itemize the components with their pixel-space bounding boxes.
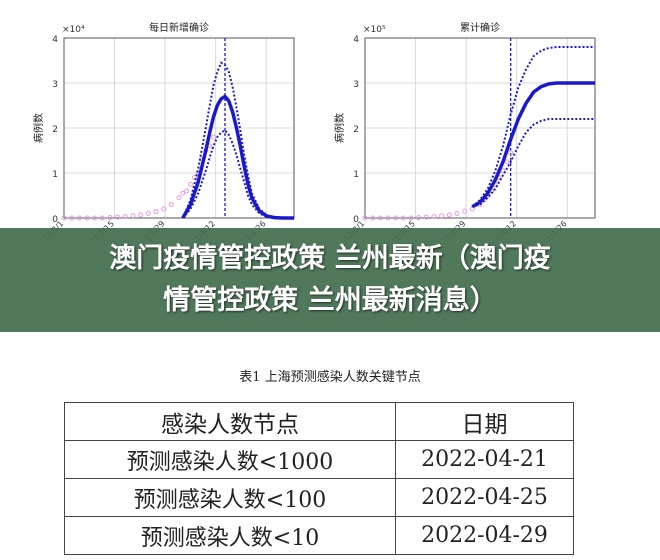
- lower-series-line: [472, 118, 595, 208]
- observed-point: [161, 206, 167, 212]
- y-exponent-label: ×10⁴: [62, 25, 85, 35]
- observed-point: [462, 208, 468, 214]
- observed-point: [92, 215, 98, 221]
- observed-point: [122, 214, 128, 220]
- key-dates-table: 感染人数节点 日期 预测感染人数<1000 2022-04-21 预测感染人数<…: [64, 402, 574, 555]
- observed-point: [454, 211, 460, 216]
- date-cell: 2022-04-25: [395, 478, 574, 517]
- table-header-row: 感染人数节点 日期: [64, 402, 574, 441]
- observed-point: [184, 188, 190, 194]
- observed-point: [370, 215, 376, 221]
- observed-point: [431, 214, 437, 220]
- observed-point: [385, 215, 391, 221]
- y-tick-label: 2: [353, 125, 359, 135]
- charts-area: 0123422/3/122/3/1522/3/2922/4/1222/4/26每…: [32, 21, 596, 240]
- observed-point: [377, 215, 383, 221]
- threshold-cell: 预测感染人数<100: [64, 478, 396, 517]
- header-date: 日期: [395, 402, 574, 441]
- observed-point: [69, 215, 75, 221]
- observed-point: [393, 215, 399, 221]
- plot-frame: [63, 37, 295, 219]
- y-tick-label: 3: [353, 80, 359, 90]
- date-cell: 2022-04-21: [395, 440, 574, 479]
- observed-point: [400, 215, 406, 221]
- observed-point: [188, 181, 193, 187]
- chart-title: 每日新增确诊: [149, 21, 209, 34]
- chart-2: 0123422/3/122/3/1522/3/2922/4/1222/4/26累…: [333, 21, 596, 240]
- observed-point: [84, 215, 90, 221]
- y-tick-label: 1: [353, 170, 359, 180]
- observed-point: [153, 209, 159, 215]
- plot-frame: [364, 37, 596, 219]
- observed-point: [99, 215, 105, 221]
- y-axis-label: 病例数: [32, 113, 45, 143]
- observed-point: [61, 215, 67, 221]
- observed-point: [130, 213, 136, 219]
- observed-point: [180, 190, 186, 196]
- observed-point: [362, 215, 368, 221]
- chart-1: 0123422/3/122/3/1522/3/2922/4/1222/4/26每…: [32, 21, 295, 240]
- lower-series-line: [182, 129, 294, 219]
- headline-banner: 澳门疫情管控政策 兰州最新（澳门疫 情管控政策 兰州最新消息）: [0, 228, 660, 332]
- headline-line-1: 澳门疫情管控政策 兰州最新（澳门疫: [109, 243, 551, 274]
- y-tick-label: 4: [353, 35, 359, 45]
- upper-series-line: [181, 61, 294, 219]
- chart-title: 累计确诊: [460, 21, 500, 34]
- observed-point: [508, 150, 514, 156]
- observed-point: [168, 202, 174, 207]
- date-cell: 2022-04-29: [395, 516, 574, 555]
- threshold-cell: 预测感染人数<1000: [64, 440, 396, 479]
- y-tick-label: 2: [52, 125, 58, 135]
- y-tick-label: 4: [52, 35, 58, 45]
- observed-point: [469, 206, 475, 212]
- observed-point: [115, 214, 121, 220]
- headline-line-2: 情管控政策 兰州最新消息）: [163, 285, 497, 316]
- observed-point: [107, 215, 113, 221]
- y-exponent-label: ×10⁵: [363, 25, 386, 35]
- y-tick-label: 0: [353, 215, 359, 225]
- observed-point: [145, 211, 151, 216]
- y-tick-label: 0: [52, 215, 58, 225]
- observed-point: [176, 195, 182, 201]
- header-infection-threshold: 感染人数节点: [64, 402, 396, 441]
- observed-point: [138, 212, 144, 218]
- upper-series-line: [471, 46, 595, 208]
- threshold-cell: 预测感染人数<10: [64, 516, 396, 555]
- observed-point: [76, 215, 82, 221]
- table-row: 预测感染人数<100 2022-04-25: [64, 478, 574, 517]
- y-tick-label: 1: [52, 170, 58, 180]
- observed-point: [211, 134, 216, 140]
- y-tick-label: 3: [52, 80, 58, 90]
- table-caption: 表1 上海预测感染人数关键节点: [239, 370, 421, 385]
- observed-point: [408, 215, 414, 221]
- observed-point: [504, 159, 510, 165]
- observed-point: [446, 212, 452, 218]
- observed-point: [423, 214, 429, 220]
- fit-series-line: [471, 81, 595, 209]
- observed-point: [191, 175, 197, 180]
- y-axis-label: 病例数: [333, 113, 346, 143]
- table-row: 预测感染人数<1000 2022-04-21: [64, 440, 574, 479]
- table-row: 预测感染人数<10 2022-04-29: [64, 516, 574, 555]
- observed-point: [416, 215, 422, 221]
- observed-point: [439, 213, 445, 219]
